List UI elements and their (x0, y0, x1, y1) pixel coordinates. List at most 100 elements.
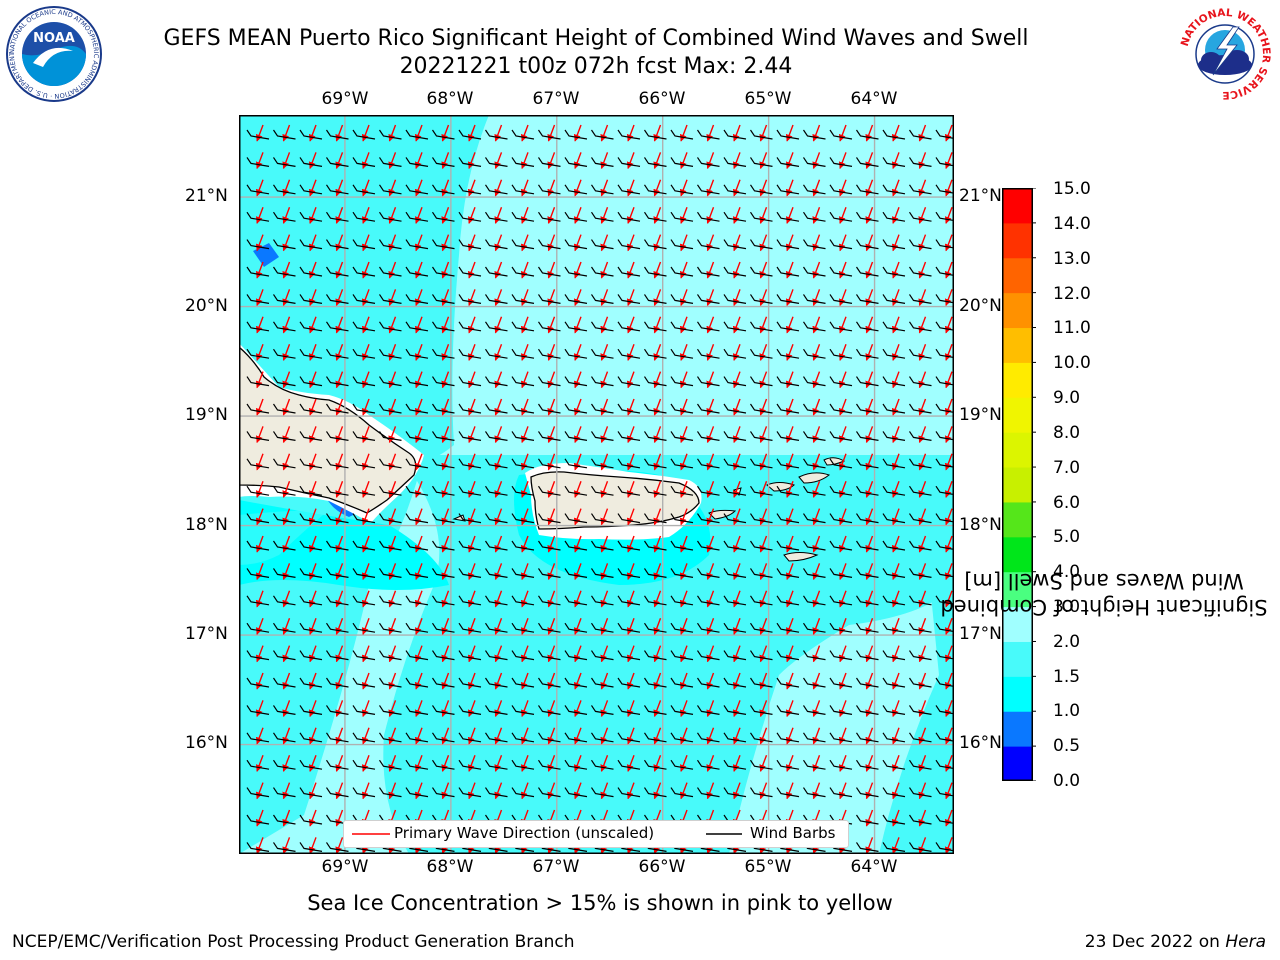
wave-direction-arrow (838, 398, 847, 416)
wave-direction-arrow (282, 617, 291, 635)
wind-barb (432, 239, 455, 250)
wind-barb (379, 403, 402, 414)
wind-barb (803, 321, 826, 332)
wave-direction-arrow (865, 206, 874, 224)
wave-direction-arrow (361, 398, 370, 416)
wind-barb (644, 540, 667, 551)
wave-direction-arrow (918, 152, 927, 170)
colorbar-band (1002, 536, 1032, 573)
wave-direction-arrow (759, 179, 768, 197)
wave-direction-arrow (573, 152, 582, 170)
wind-barb (379, 513, 402, 524)
wind-barb (750, 184, 773, 195)
wind-barb (776, 732, 800, 743)
wind-barb (352, 184, 376, 195)
virgin-islands-land-1 (766, 482, 795, 492)
wind-barb (776, 348, 800, 359)
wave-direction-arrow (944, 426, 953, 444)
wave-direction-arrow (918, 617, 927, 635)
wave-direction-arrow (626, 179, 635, 197)
wave-direction-arrow (282, 316, 291, 334)
wind-barb (405, 650, 429, 661)
wave-direction-arrow (891, 371, 900, 389)
wave-direction-arrow (891, 590, 900, 608)
wind-barb (644, 239, 667, 250)
colorbar-band (1002, 501, 1032, 538)
wave-direction-arrow (361, 480, 370, 498)
colorbar-band (1002, 606, 1032, 642)
wind-barb (909, 568, 932, 578)
wave-direction-arrow (626, 782, 635, 800)
wind-barb (670, 458, 694, 469)
wave-direction-arrow (494, 398, 503, 416)
wave-direction-arrow (388, 700, 397, 718)
wave-direction-arrow (467, 508, 476, 526)
wind-barb (405, 294, 429, 304)
wind-barb (882, 129, 906, 140)
wind-barb (299, 513, 323, 524)
wave-direction-arrow (414, 343, 423, 361)
wave-direction-arrow (891, 508, 900, 526)
wind-barb (829, 759, 853, 770)
wind-barb (856, 540, 879, 551)
wind-barb (856, 211, 879, 222)
wave-direction-arrow (547, 152, 556, 170)
wind-barb (299, 294, 323, 304)
wave-direction-arrow (706, 563, 715, 581)
wave-direction-arrow (573, 700, 582, 718)
wave-direction-arrow (759, 261, 768, 279)
wind-barb (405, 485, 429, 496)
wave-direction-arrow (441, 289, 450, 307)
wind-barb (670, 677, 694, 688)
wind-barb (750, 266, 773, 277)
wind-barb (326, 842, 349, 852)
wave-direction-arrow (600, 782, 609, 800)
wave-direction-arrow (547, 316, 556, 334)
wind-barb (405, 458, 429, 469)
wave-direction-arrow (944, 672, 953, 690)
wave-direction-arrow (785, 261, 794, 279)
wind-barb (591, 568, 614, 578)
lon-label: 65°W (744, 857, 792, 877)
wind-barb (723, 184, 747, 195)
wind-barb (723, 759, 747, 770)
wind-barb (458, 787, 482, 798)
wind-barb (935, 485, 954, 496)
colorbar-band (1002, 467, 1032, 503)
wave-direction-arrow (600, 590, 609, 608)
colorbar-band (1002, 188, 1032, 224)
wave-direction-arrow (785, 371, 794, 389)
wind-barb (723, 705, 747, 715)
wind-barb (856, 732, 879, 743)
wind-barb (723, 129, 747, 140)
wave-direction-arrow (759, 124, 768, 142)
wind-barb (299, 129, 323, 140)
wave-direction-arrow (494, 782, 503, 800)
wave-direction-arrow (255, 754, 264, 772)
wave-direction-arrow (626, 453, 635, 471)
wave-direction-arrow (308, 672, 317, 690)
wind-barb (909, 129, 932, 140)
wind-barb (564, 540, 588, 551)
wave-direction-arrow (732, 234, 741, 252)
wave-direction-arrow (467, 727, 476, 745)
wave-direction-arrow (255, 535, 264, 553)
wave-direction-arrow (865, 590, 874, 608)
wind-barb (352, 787, 376, 798)
wave-direction-arrow (812, 508, 821, 526)
wind-barb (935, 787, 954, 797)
wind-barb (432, 677, 455, 688)
lat-label: 19°N (185, 405, 228, 425)
wind-barb (564, 294, 588, 304)
wave-direction-arrow (335, 563, 344, 581)
wind-barb (723, 431, 747, 441)
wind-barb (856, 348, 879, 359)
wave-direction-arrow (547, 289, 556, 307)
wave-direction-arrow (653, 124, 662, 142)
wave-direction-arrow (679, 234, 688, 252)
wind-barb (909, 294, 932, 304)
wind-barb (644, 157, 667, 167)
wave-direction-arrow (679, 672, 688, 690)
wave-direction-arrow (918, 535, 927, 553)
wave-direction-arrow (891, 206, 900, 224)
